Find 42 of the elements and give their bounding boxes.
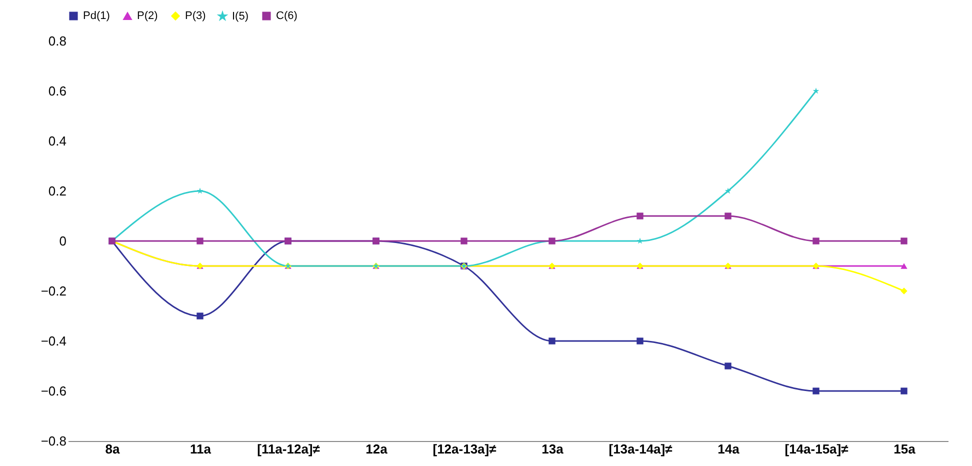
x-tick-label: 8a — [105, 442, 120, 456]
point — [196, 312, 204, 320]
x-tick-label: 11a — [190, 442, 212, 456]
point — [636, 212, 644, 220]
x-tick-label: [13a-14a]≠ — [608, 442, 672, 456]
y-tick-label: 0.8 — [48, 34, 66, 48]
x-tick-label: [11a-12a]≠ — [257, 442, 320, 456]
legend-label: C(6) — [276, 10, 298, 22]
point — [548, 338, 556, 344]
point — [724, 362, 732, 370]
x-tick-label: 12a — [366, 442, 388, 456]
x-tick-label: 13a — [542, 442, 564, 456]
point — [196, 238, 204, 244]
y-tick-label: 0 — [59, 234, 66, 248]
point — [724, 188, 732, 194]
point — [900, 263, 908, 269]
point — [900, 388, 908, 394]
point — [812, 88, 820, 94]
y-tick-label: 0.2 — [48, 184, 66, 198]
y-tick-label: −0.2 — [40, 284, 66, 298]
y-tick-label: −0.8 — [40, 434, 66, 448]
point — [636, 238, 644, 244]
point — [196, 188, 204, 194]
point — [460, 238, 468, 244]
x-tick-label: [12a-13a]≠ — [432, 442, 496, 456]
x-tick-label: [14a-15a]≠ — [784, 442, 848, 456]
y-tick-label: −0.4 — [40, 334, 66, 348]
legend-label: P(2) — [137, 10, 158, 22]
point — [724, 212, 732, 220]
point — [636, 338, 644, 344]
legend-label: P(3) — [185, 10, 206, 22]
legend-label: Pd(1) — [83, 10, 110, 22]
point — [900, 238, 908, 244]
point — [812, 238, 820, 244]
y-tick-label: 0.6 — [48, 84, 66, 98]
y-tick-label: 0.4 — [48, 134, 66, 148]
x-tick-label: 15a — [894, 442, 916, 456]
y-tick-label: −0.6 — [40, 384, 66, 398]
legend-label: I(5) — [232, 10, 248, 22]
point — [812, 388, 820, 394]
x-tick-label: 14a — [718, 442, 740, 456]
point — [900, 288, 908, 294]
